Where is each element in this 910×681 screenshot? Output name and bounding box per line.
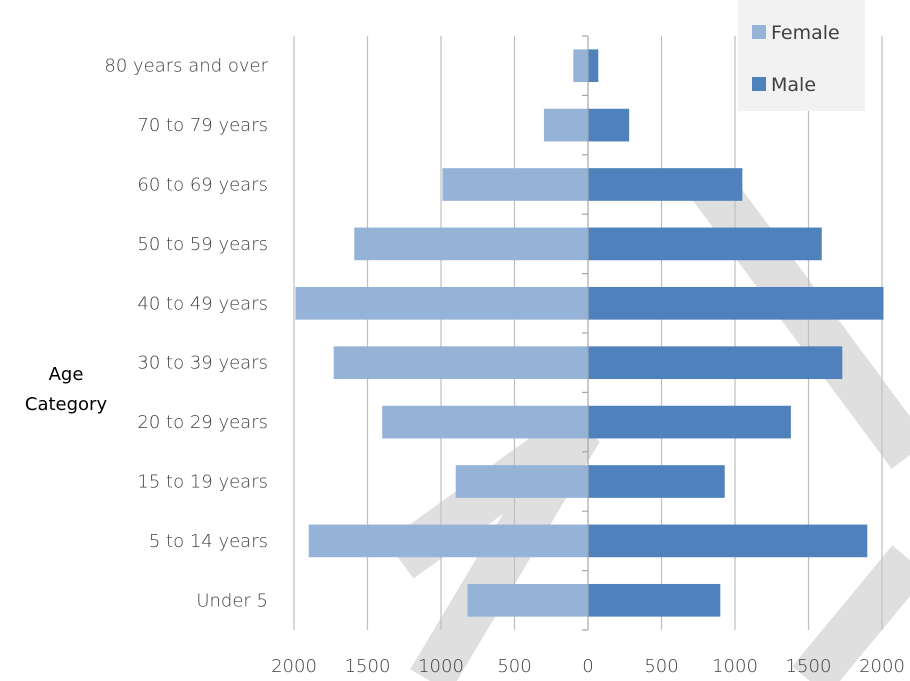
center-axis xyxy=(582,35,589,631)
category-label: 40 to 49 years xyxy=(137,293,268,314)
bars xyxy=(295,49,884,617)
category-label: Under 5 xyxy=(196,590,268,611)
bar-male-5 xyxy=(588,286,884,320)
x-tick-label: 500 xyxy=(644,656,678,677)
bar-male-6 xyxy=(588,227,822,261)
bar-female-3 xyxy=(382,405,588,439)
bar-male-3 xyxy=(588,405,791,439)
bar-male-9 xyxy=(588,49,599,83)
bar-male-2 xyxy=(588,465,725,498)
legend-swatch-male xyxy=(752,77,766,91)
bar-male-8 xyxy=(588,108,630,142)
bar-female-9 xyxy=(573,49,588,83)
x-tick-labels: 2000 1500 1000 500 0 500 1000 1500 2000 xyxy=(271,656,905,677)
legend-swatch-female xyxy=(752,25,766,39)
bar-male-0 xyxy=(588,583,721,617)
category-label: 70 to 79 years xyxy=(137,115,268,136)
bar-female-7 xyxy=(442,168,588,201)
y-axis-title-line: Age xyxy=(49,364,84,385)
bar-female-2 xyxy=(455,465,588,498)
x-tick-label: 500 xyxy=(497,656,531,677)
bar-female-4 xyxy=(333,346,588,380)
category-label: 15 to 19 years xyxy=(137,472,268,493)
bar-female-8 xyxy=(543,108,588,142)
bar-male-4 xyxy=(588,346,843,380)
category-label: 60 to 69 years xyxy=(137,175,268,196)
legend: Female Male xyxy=(738,0,865,111)
x-tick-label: 2000 xyxy=(859,656,905,677)
bar-female-0 xyxy=(467,583,588,617)
x-tick-label: 1000 xyxy=(712,656,758,677)
legend-box xyxy=(738,0,865,111)
bar-male-1 xyxy=(588,524,868,558)
category-label: 20 to 29 years xyxy=(137,412,268,433)
x-tick-label: 0 xyxy=(582,656,593,677)
y-axis-title-line: Category xyxy=(25,394,108,415)
x-tick-label: 1000 xyxy=(418,656,464,677)
bar-female-1 xyxy=(308,524,588,558)
legend-label-female: Female xyxy=(771,22,840,44)
x-tick-label: 1500 xyxy=(345,656,391,677)
bar-female-6 xyxy=(354,227,588,261)
watermark-stroke-3 xyxy=(792,545,910,681)
y-axis-title: Age Category xyxy=(25,364,108,415)
category-label: 80 years and over xyxy=(104,56,268,77)
bar-male-7 xyxy=(588,168,743,201)
category-labels: Under 5 5 to 14 years 15 to 19 years 20 to … xyxy=(104,56,268,612)
category-label: 5 to 14 years xyxy=(149,531,268,552)
x-tick-label: 1500 xyxy=(786,656,832,677)
x-tick-label: 2000 xyxy=(271,656,317,677)
bar-female-5 xyxy=(295,286,588,320)
category-label: 50 to 59 years xyxy=(137,234,268,255)
category-label: 30 to 39 years xyxy=(137,353,268,374)
legend-label-male: Male xyxy=(771,74,816,96)
